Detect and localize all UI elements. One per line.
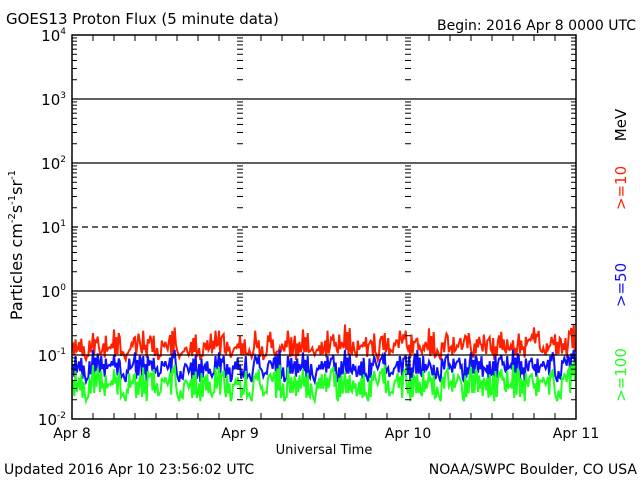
legend: MeV >=10 >=50 >=100 — [612, 108, 630, 402]
y-tick-label: 10-1 — [38, 347, 66, 365]
legend-0: >=10 — [612, 166, 630, 210]
unit-label: MeV — [612, 108, 630, 141]
x-tick-label: Apr 11 — [553, 426, 599, 442]
x-tick-label: Apr 10 — [385, 426, 431, 442]
y-tick-label: 101 — [41, 219, 66, 237]
y-tick-label: 10-2 — [38, 411, 66, 429]
y-tick-labels: 104 103 102 101 100 10-1 10-2 — [38, 27, 66, 429]
series-line-2 — [71, 361, 576, 406]
x-axis-label: Universal Time — [276, 443, 373, 458]
legend-2: >=100 — [612, 348, 630, 402]
plot-area — [71, 34, 577, 420]
x-tick-labels: Apr 8 Apr 9 Apr 10 Apr 11 — [53, 426, 599, 442]
y-tick-label: 103 — [41, 91, 66, 109]
series-line-0 — [71, 324, 576, 364]
y-tick-label: 104 — [41, 27, 66, 45]
series-line-1 — [71, 349, 576, 386]
legend-1: >=50 — [612, 263, 630, 307]
begin-label: Begin: 2016 Apr 8 0000 UTC — [437, 18, 636, 34]
x-tick-label: Apr 8 — [53, 426, 91, 442]
chart-title: GOES13 Proton Flux (5 minute data) — [6, 10, 279, 28]
updated-label: Updated 2016 Apr 10 23:56:02 UTC — [4, 462, 254, 478]
x-tick-label: Apr 9 — [221, 426, 259, 442]
credit-label: NOAA/SWPC Boulder, CO USA — [429, 462, 638, 478]
y-axis-label: Particles cm-2s-1sr-1 — [7, 170, 26, 320]
y-tick-label: 102 — [41, 155, 66, 173]
y-tick-label: 100 — [41, 283, 66, 301]
